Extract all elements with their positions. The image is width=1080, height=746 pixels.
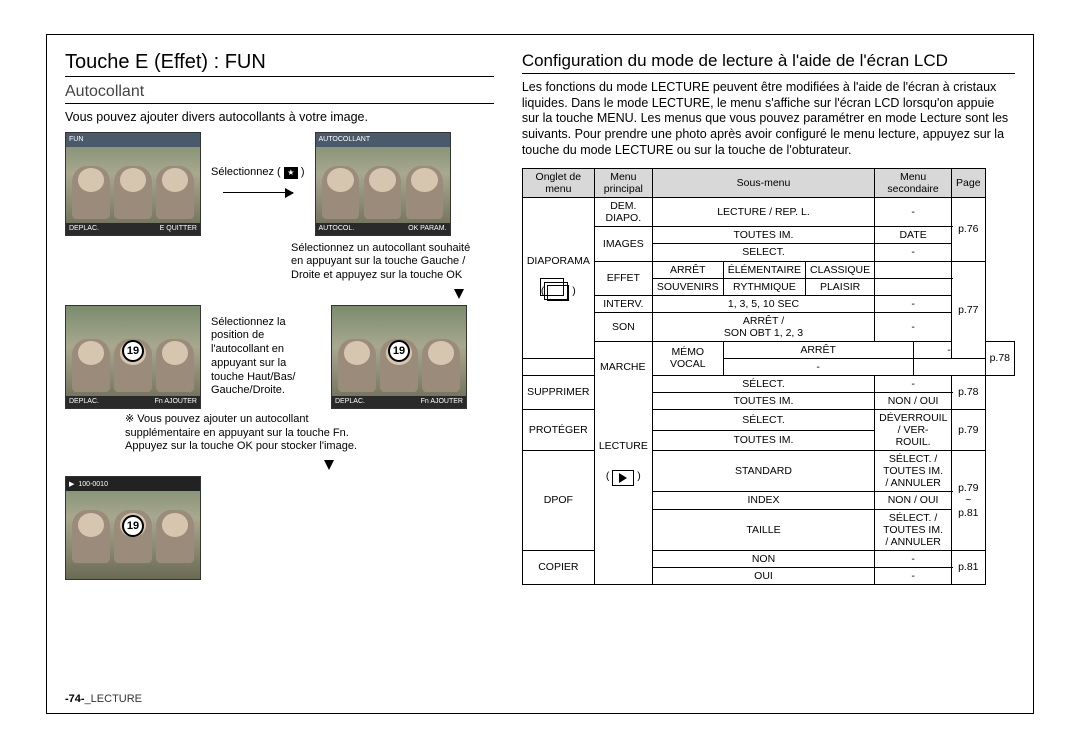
thumb2-bot-r: OK PARAM. <box>408 225 446 232</box>
table-row: DIAPORAMA ( ) DEM. DIAPO. LECTURE / REP.… <box>522 198 1014 227</box>
thumb1-bot-l: DEPLAC. <box>69 225 99 232</box>
left-heading: Touche E (Effet) : FUN <box>65 51 494 77</box>
th-principal: Menu principal <box>594 169 652 198</box>
left-column: Touche E (Effet) : FUN Autocollant Vous … <box>65 51 494 703</box>
select-label-close: ) <box>301 166 305 178</box>
tab-diaporama: DIAPORAMA ( ) <box>522 198 594 359</box>
thumb3l-bot-l: DEPLAC. <box>69 398 99 405</box>
thumb1-bot-r: E QUITTER <box>160 225 197 232</box>
table-row: EFFET ARRÊTÉLÉMENTAIRECLASSIQUE p.77 <box>522 261 1014 278</box>
sticker-icon: ★ <box>284 167 298 179</box>
menu-table: Onglet de menu Menu principal Sous-menu … <box>522 168 1015 585</box>
table-row: MARCHE- <box>522 358 1014 375</box>
sticker-badge: 19 <box>122 340 144 362</box>
thumb2-bot-l: AUTOCOL. <box>319 225 355 232</box>
footer-page: -74- <box>65 693 85 705</box>
arrow-right-icon <box>223 192 293 194</box>
sticker-badge: 19 <box>388 340 410 362</box>
th-sous: Sous-menu <box>652 169 874 198</box>
page-footer: -74-_LECTURE <box>65 693 142 705</box>
thumb1-title: FUN <box>69 136 83 143</box>
tab-lecture-label: LECTURE <box>599 440 648 452</box>
screenshot-final: ▶100-0010 19 <box>65 476 201 580</box>
thumb3r-bot-r: Fn AJOUTER <box>421 398 463 405</box>
tab-diaporama-label: DIAPORAMA <box>527 255 590 267</box>
note-position: Sélectionnez la position de l'autocollan… <box>211 316 321 399</box>
screenshot-fun: FUN DEPLAC. E QUITTER <box>65 132 201 236</box>
right-heading: Configuration du mode de lecture à l'aid… <box>522 51 1015 74</box>
thumb4-title: 100-0010 <box>78 481 108 488</box>
tab-lecture: LECTURE ( ) <box>594 341 652 584</box>
stack-icon <box>547 285 569 301</box>
thumb2-title: AUTOCOLLANT <box>319 136 371 143</box>
th-page: Page <box>952 169 986 198</box>
arrow-down-icon <box>454 289 464 299</box>
table-row: LECTURE ( ) MÉMO VOCAL ARRÊT - p.78 <box>522 341 1014 358</box>
th-onglet: Onglet de menu <box>522 169 594 198</box>
right-column: Configuration du mode de lecture à l'aid… <box>522 51 1015 703</box>
sticker-badge: 19 <box>122 515 144 537</box>
table-row: IMAGES TOUTES IM. DATE <box>522 227 1014 244</box>
table-row: SON ARRÊT /SON OBT 1, 2, 3 - <box>522 312 1014 341</box>
note-select-sticker: Sélectionnez un autocollant souhaité en … <box>291 242 471 283</box>
thumb3r-bot-l: DEPLAC. <box>335 398 365 405</box>
arrow-down-icon <box>324 460 334 470</box>
screenshot-position-left: 19 DEPLAC. Fn AJOUTER <box>65 305 201 409</box>
select-label: Sélectionnez ( <box>211 166 281 178</box>
footer-section: _LECTURE <box>85 693 142 705</box>
screenshot-position-right: 19 DEPLAC. Fn AJOUTER <box>331 305 467 409</box>
play-icon <box>612 470 634 486</box>
right-intro: Les fonctions du mode LECTURE peuvent êt… <box>522 80 1015 158</box>
thumb3l-bot-r: Fn AJOUTER <box>155 398 197 405</box>
table-header-row: Onglet de menu Menu principal Sous-menu … <box>522 169 1014 198</box>
left-subheading: Autocollant <box>65 83 494 104</box>
left-intro: Vous pouvez ajouter divers autocollants … <box>65 110 494 126</box>
table-row: INTERV. 1, 3, 5, 10 SEC - <box>522 295 1014 312</box>
note-extra: ※ Vous pouvez ajouter un autocollant sup… <box>125 413 385 454</box>
th-secondaire: Menu secondaire <box>875 169 952 198</box>
screenshot-autocollant: AUTOCOLLANT AUTOCOL. OK PARAM. <box>315 132 451 236</box>
